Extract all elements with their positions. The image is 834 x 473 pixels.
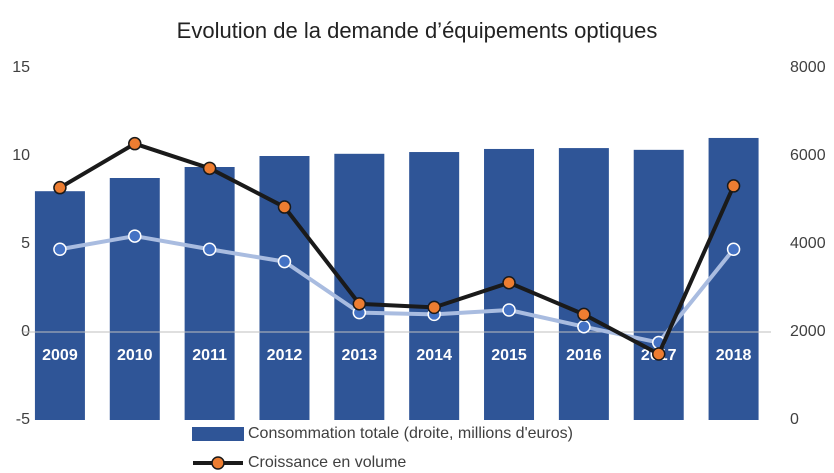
y2-tick-label: 4000 xyxy=(790,235,826,252)
y-tick-label: -5 xyxy=(16,411,30,428)
line xyxy=(59,234,736,345)
y2-tick-label: 8000 xyxy=(790,59,826,76)
y-tick-label: 5 xyxy=(21,235,30,252)
marker xyxy=(577,307,591,322)
x-tick-label: 2018 xyxy=(716,347,752,364)
y-tick-label: 15 xyxy=(12,59,30,76)
legend-label: Croissance en volume xyxy=(248,454,406,471)
marker xyxy=(502,303,516,317)
x-tick-label: 2009 xyxy=(42,347,78,364)
y2-tick-label: 2000 xyxy=(790,323,826,340)
x-tick-label: 2015 xyxy=(491,347,527,364)
bar xyxy=(34,191,85,420)
marker xyxy=(202,242,217,257)
x-tick-label: 2013 xyxy=(342,347,378,364)
marker xyxy=(726,179,741,193)
marker xyxy=(726,242,741,257)
bar xyxy=(409,152,460,421)
bar xyxy=(334,153,385,421)
bar xyxy=(558,148,609,420)
marker xyxy=(577,319,591,334)
x-tick-label: 2010 xyxy=(117,347,153,364)
line xyxy=(58,141,736,356)
marker xyxy=(53,242,67,257)
bar xyxy=(633,149,684,420)
legend-label: Consommation totale (droite, millions d'… xyxy=(248,425,573,442)
x-tick-label: 2012 xyxy=(267,347,303,364)
y2-tick-label: 6000 xyxy=(790,147,826,164)
marker xyxy=(53,180,67,195)
bar xyxy=(109,178,160,420)
marker xyxy=(352,297,367,311)
marker xyxy=(277,200,292,214)
chart-title: Evolution de la demande d’équipements op… xyxy=(177,18,658,43)
marker xyxy=(128,229,142,243)
marker xyxy=(277,254,292,269)
y2-tick-label: 0 xyxy=(790,411,799,428)
x-tick-label: 2011 xyxy=(192,347,227,364)
bar xyxy=(259,156,310,420)
bar xyxy=(184,167,235,420)
legend-swatch xyxy=(192,427,244,441)
marker xyxy=(427,300,441,315)
marker xyxy=(502,275,516,290)
marker xyxy=(128,136,142,151)
x-tick-label: 2014 xyxy=(416,347,452,364)
marker xyxy=(651,347,666,361)
x-tick-label: 2016 xyxy=(566,347,602,364)
y-tick-label: 10 xyxy=(12,147,30,164)
legend-marker xyxy=(211,456,225,470)
marker xyxy=(202,161,217,176)
